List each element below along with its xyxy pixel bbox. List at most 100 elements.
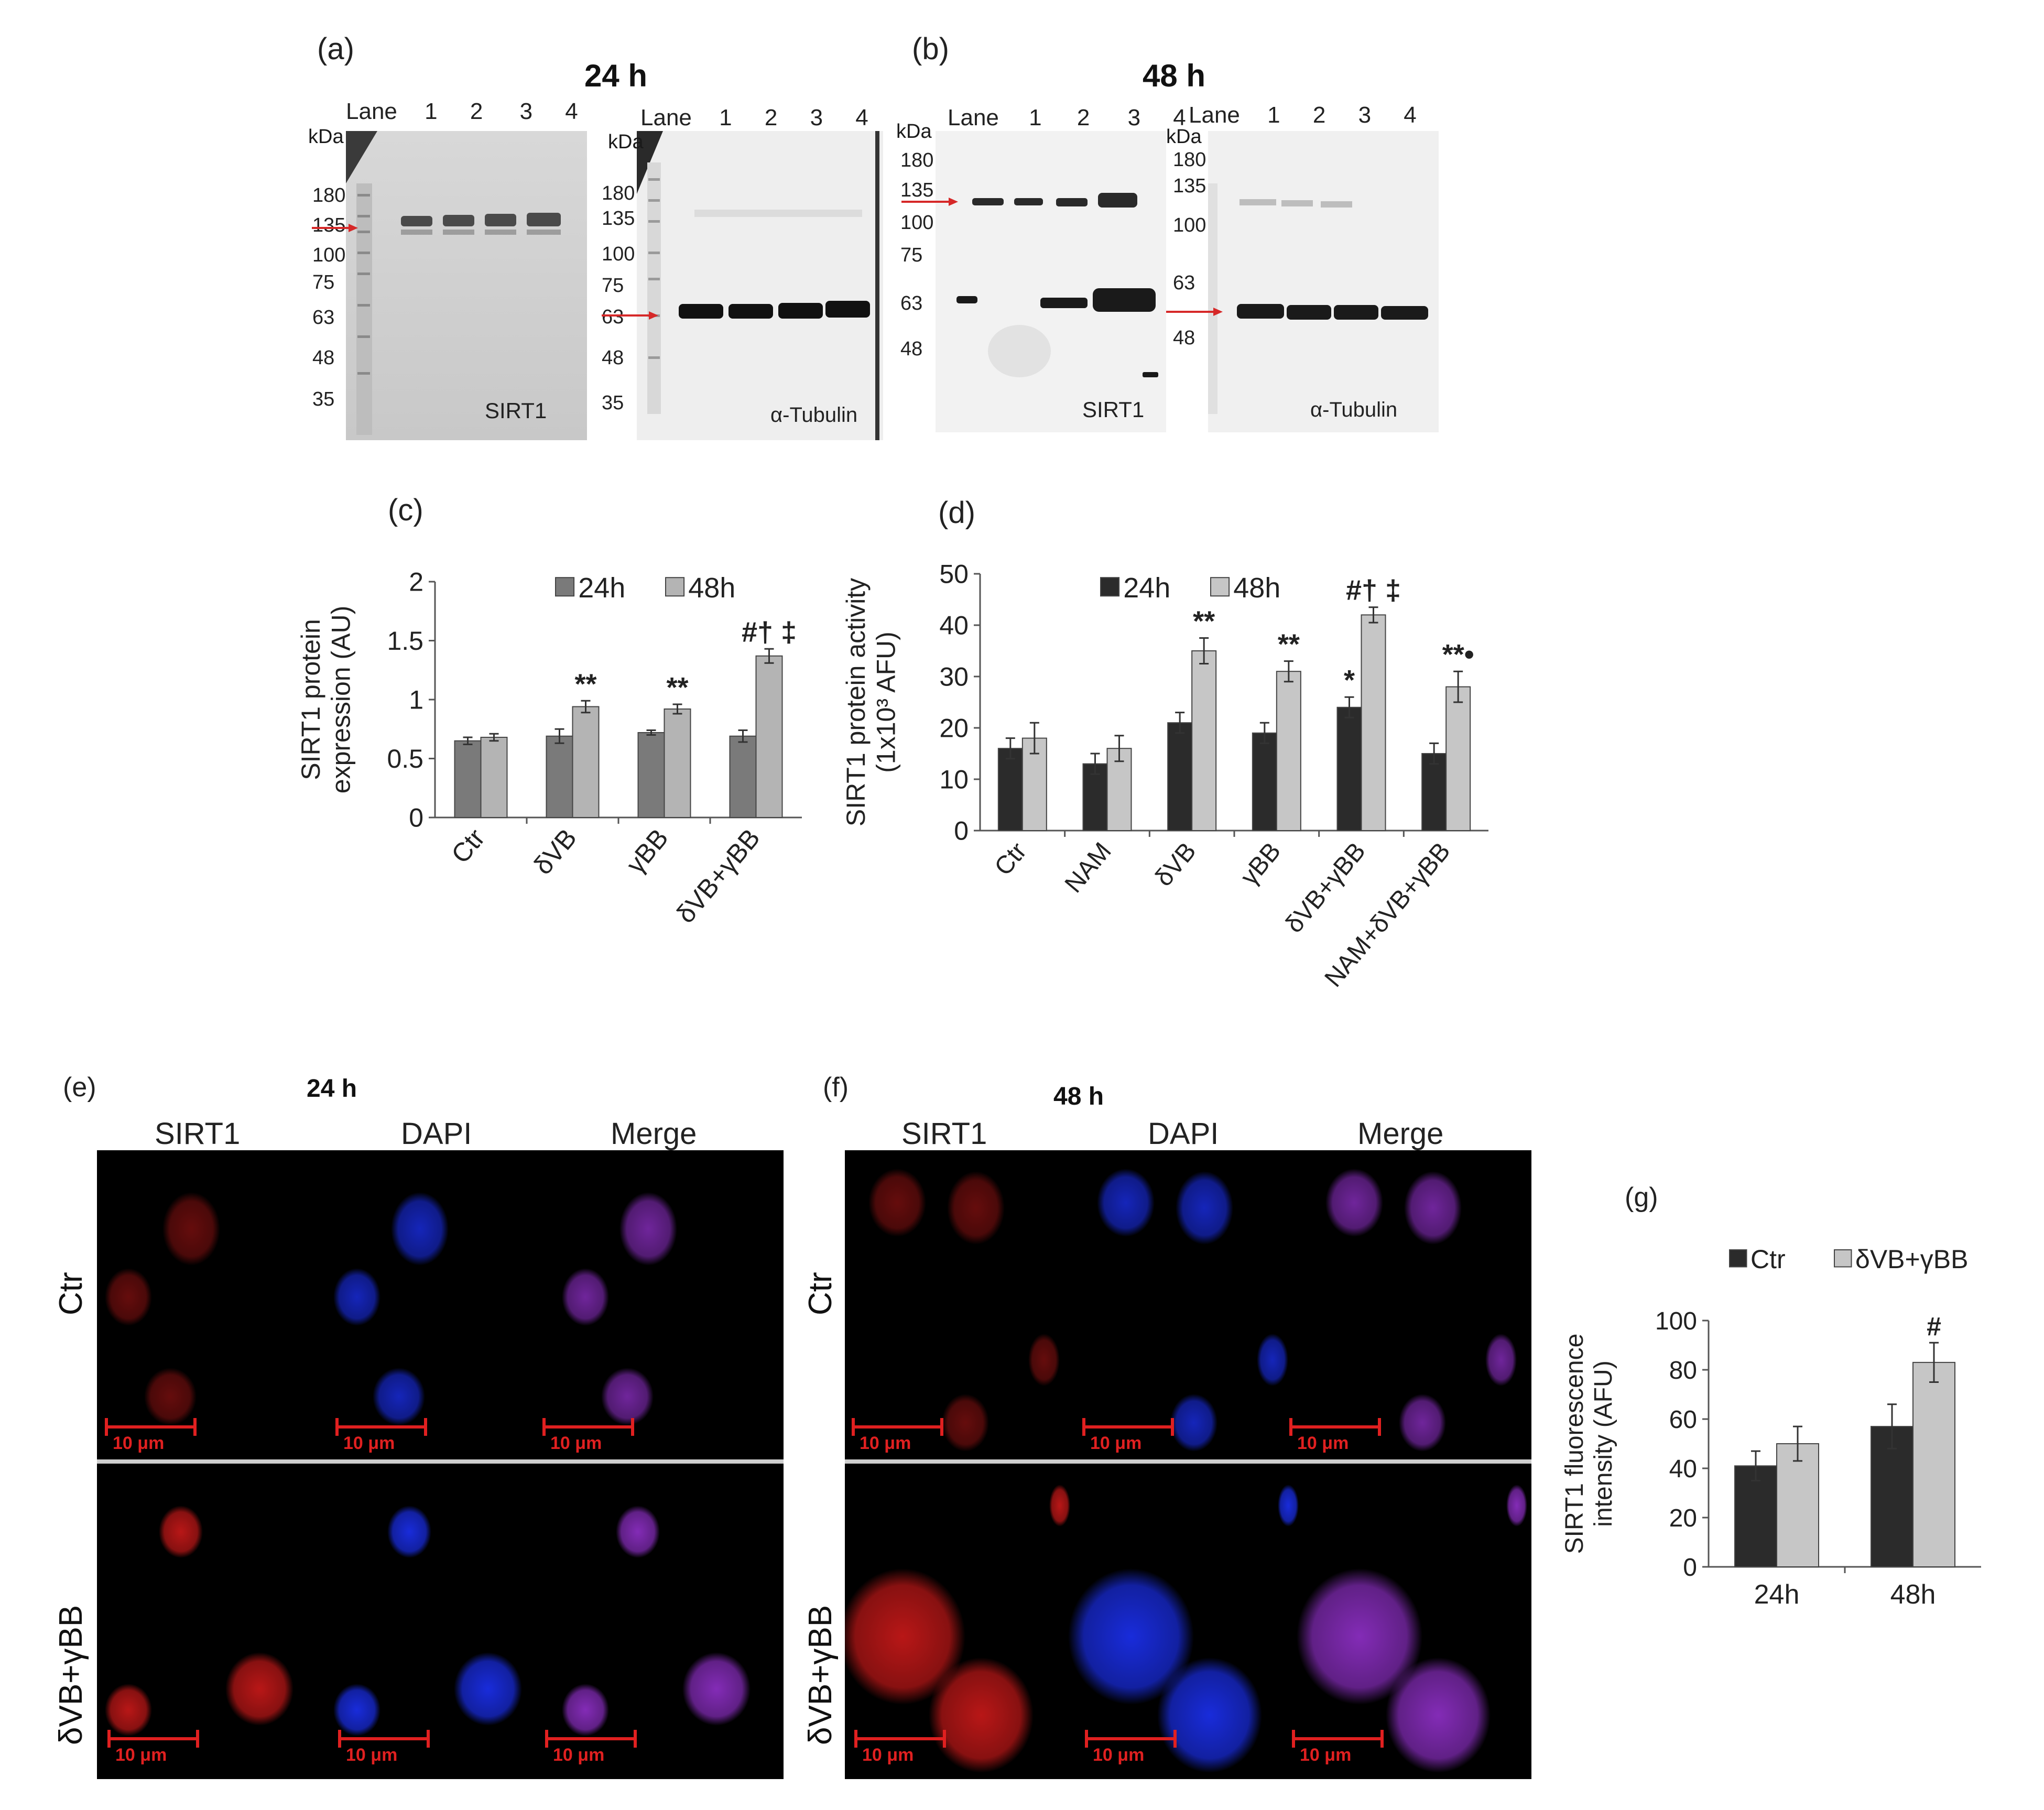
lane-word: Lane (346, 99, 397, 124)
col-dapi-f: DAPI (1148, 1117, 1219, 1151)
red-nucleus (929, 1658, 1034, 1773)
micro-grid-f (845, 1150, 1531, 1779)
markers-a-sirt1: 180 135 100 75 63 48 35 (312, 181, 345, 415)
category-label: 24h (1754, 1579, 1800, 1610)
lane-word: Lane (1189, 102, 1240, 128)
legend-label: Ctr (1751, 1245, 1786, 1274)
bar-24h-γBB (1252, 732, 1277, 831)
lane-3: 3 (1127, 105, 1141, 130)
marker: 180 (900, 149, 934, 171)
row-treat-e: δVB+γBB (53, 1605, 89, 1745)
red-nucleus (868, 1169, 926, 1237)
markers-b-tubulin: 180 135 100 63 48 (1173, 147, 1206, 351)
marker: 100 (1173, 214, 1206, 236)
blue-nucleus (1068, 1568, 1194, 1705)
y-tick-label: 30 (939, 662, 969, 692)
marker: 180 (312, 184, 346, 206)
row-treat-f: δVB+γBB (802, 1605, 839, 1745)
blot-b-tubulin: α-Tubulin (1208, 131, 1439, 432)
category-label: δVB (528, 823, 582, 880)
bar-δVB+γBB-24h (1776, 1443, 1819, 1567)
y-tick-label: 60 (1669, 1406, 1697, 1434)
lane-4: 4 (1404, 102, 1417, 128)
kda-label-b: kDa (896, 121, 932, 143)
scale-bar (854, 1730, 946, 1748)
blot-a-tubulin-image (637, 131, 883, 440)
bar-48h-δVB (572, 706, 600, 818)
row-divider (97, 1459, 784, 1464)
merge-nucleus (1404, 1171, 1462, 1245)
blue-nucleus (391, 1192, 449, 1266)
y-tick-label: 50 (939, 560, 969, 589)
panel-e-title: 24 h (307, 1075, 357, 1103)
blue-nucleus (373, 1368, 425, 1425)
col-sirt1-f: SIRT1 (901, 1117, 987, 1151)
blot-b-tubulin-label: α-Tubulin (1310, 398, 1398, 421)
category-label: δVB (1150, 837, 1202, 892)
legend-label: 24h (1123, 572, 1170, 604)
legend-label: 48h (1233, 572, 1280, 604)
red-nucleus (1049, 1485, 1070, 1526)
y-axis-title-line: SIRT1 fluorescence (1561, 1334, 1589, 1554)
y-axis-title-line: SIRT1 protein activity (841, 578, 871, 826)
category-label: Ctr (445, 823, 491, 869)
blot-a-sirt1: SIRT1 (293, 94, 587, 440)
marker: 48 (900, 338, 923, 360)
category-label: 48h (1890, 1579, 1936, 1610)
scale-bar-label: 10 μm (860, 1433, 911, 1453)
row-divider (845, 1459, 1531, 1464)
lane-2: 2 (1077, 105, 1090, 130)
lane-4: 4 (1173, 105, 1186, 130)
bar-24h-δVB+γBB (729, 735, 757, 818)
significance-mark: * (1344, 664, 1355, 696)
legend-swatch (1834, 1249, 1852, 1268)
col-merge-f: Merge (1357, 1117, 1444, 1151)
blot-b-right-lane-header: Lane 1 2 3 4 (1189, 102, 1417, 128)
blot-a-right-lane-header: Lane 1 2 3 4 (640, 105, 868, 131)
y-tick-label: 100 (1655, 1307, 1697, 1335)
blue-nucleus (1257, 1334, 1288, 1386)
blue-nucleus (333, 1684, 380, 1736)
legend-swatch (1729, 1249, 1747, 1268)
category-label: γBB (1235, 837, 1286, 891)
merge-nucleus (1325, 1169, 1383, 1237)
lane-2: 2 (470, 99, 483, 124)
blue-nucleus (454, 1652, 522, 1726)
blot-b-sirt1-label: SIRT1 (1082, 397, 1145, 422)
col-dapi-e: DAPI (401, 1117, 472, 1151)
y-tick-label: 20 (1669, 1504, 1697, 1532)
legend-label: 24h (578, 572, 625, 604)
blot-b-left-lane-header: Lane 1 2 3 4 (948, 105, 1186, 131)
y-tick-label: 40 (1669, 1455, 1697, 1483)
y-axis-title-line: (1x10³ AFU) (872, 631, 901, 773)
y-axis-title: SIRT1 proteinexpression (AU) (296, 606, 356, 793)
bar-24h-γBB (637, 732, 665, 818)
scale-bar (852, 1418, 943, 1436)
blot-a-sirt1-image (346, 131, 587, 440)
scale-bar-label: 10 μm (1297, 1433, 1349, 1453)
marker: 135 (900, 179, 934, 201)
y-tick-label: 1 (409, 685, 423, 715)
category-label: γBB (621, 823, 674, 879)
panel-b-title: 48 h (1143, 58, 1206, 93)
red-arrow-a-tubulin (602, 311, 658, 320)
merge-nucleus (682, 1652, 751, 1726)
lane-1: 1 (1029, 105, 1042, 130)
legend-label: 48h (688, 572, 735, 604)
y-tick-label: 2 (409, 568, 423, 597)
y-tick-label: 0 (409, 803, 423, 833)
legend-swatch (1210, 577, 1230, 597)
scale-bar (1085, 1730, 1177, 1748)
bar-δVB+γBB-48h (1912, 1361, 1955, 1567)
lane-2: 2 (764, 105, 778, 130)
scale-bar (542, 1418, 634, 1436)
chart-g-svg: 0 20 40 60 80 100 SIRT1 fluorescenceintensity … (1561, 1245, 1981, 1610)
panel-label-b: (b) (912, 32, 949, 66)
micro-f-image (845, 1169, 1531, 1773)
blue-nucleus (1176, 1171, 1233, 1245)
row-ctr-f: Ctr (802, 1272, 839, 1315)
panel-label-f: (f) (823, 1072, 849, 1103)
scale-bar-label: 10 μm (1300, 1745, 1352, 1765)
blue-nucleus (1157, 1658, 1262, 1773)
markers-a-tubulin: 180 135 100 75 63 48 35 (602, 181, 635, 416)
